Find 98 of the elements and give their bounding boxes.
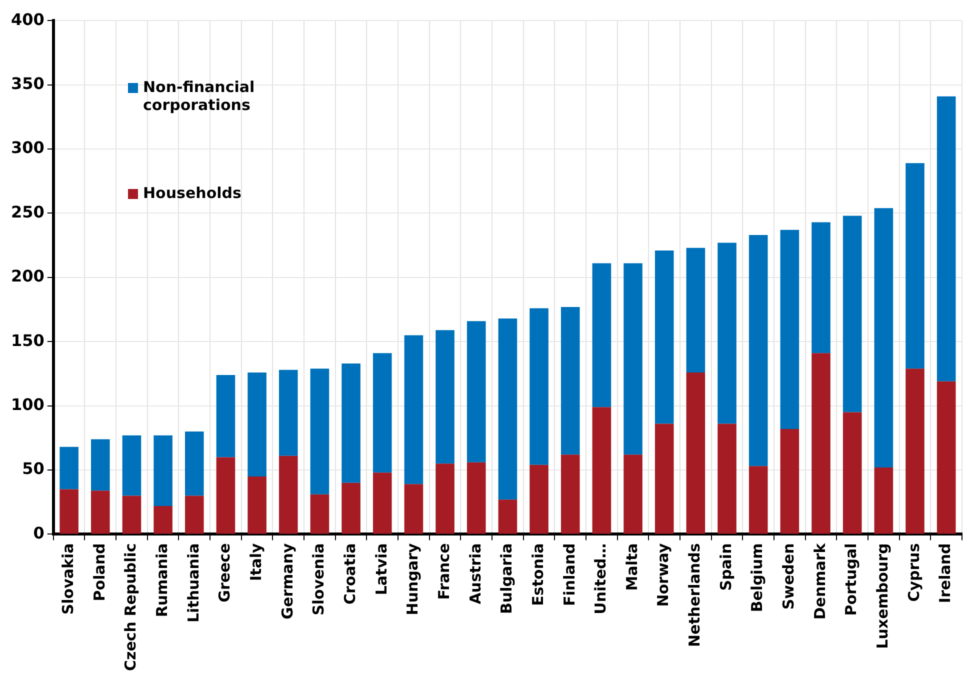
x-tick-label: Lithuania	[184, 543, 202, 623]
y-tick-label: 250	[10, 202, 44, 222]
x-tick-label: United…	[592, 543, 610, 614]
x-tick-label: Croatia	[340, 543, 359, 605]
bar	[624, 454, 642, 534]
bar	[184, 496, 204, 534]
bar	[466, 321, 486, 462]
bar	[686, 372, 706, 534]
y-tick-label: 400	[10, 10, 44, 29]
x-tick-label: Luxembourg	[874, 543, 892, 649]
bar	[248, 476, 266, 534]
y-tick-label: 150	[10, 330, 44, 350]
bar	[310, 494, 330, 534]
y-tick-label: 0	[33, 523, 44, 542]
bar	[718, 242, 736, 424]
legend-label: Non-financial corporations	[143, 78, 256, 114]
bar	[842, 412, 862, 534]
bar	[154, 435, 172, 506]
bar	[718, 424, 736, 534]
bar	[278, 456, 298, 534]
bar	[404, 484, 424, 534]
bar	[248, 372, 266, 476]
bar	[436, 330, 454, 464]
bar	[812, 353, 830, 534]
bar	[436, 464, 454, 534]
bar	[780, 428, 800, 534]
x-tick-label: Spain	[716, 543, 735, 591]
x-tick-label: Austria	[466, 543, 484, 604]
x-tick-label: Slovakia	[58, 543, 77, 615]
bar	[592, 407, 612, 534]
bar	[906, 163, 924, 369]
bar	[530, 308, 548, 465]
bar	[216, 457, 236, 534]
bar	[936, 381, 956, 534]
bar	[874, 467, 894, 534]
bar	[748, 235, 768, 466]
x-tick-label: Belgium	[748, 543, 766, 612]
bar	[154, 506, 172, 534]
bar	[466, 462, 486, 534]
x-tick-label: Czech Republic	[122, 543, 140, 672]
x-tick-label: Germany	[278, 543, 296, 620]
bar	[936, 96, 956, 382]
y-tick-label: 200	[10, 266, 44, 286]
x-tick-label: Poland	[90, 543, 108, 602]
x-tick-label: Denmark	[810, 542, 829, 620]
bar	[122, 496, 142, 534]
y-tick-label: 50	[22, 459, 44, 478]
bar	[278, 370, 298, 456]
bar	[530, 464, 548, 534]
x-tick-label: Ireland	[936, 543, 954, 604]
x-tick-label: Norway	[654, 543, 672, 607]
bar	[60, 446, 78, 490]
bar	[498, 500, 518, 534]
bar	[592, 263, 612, 408]
bar	[654, 424, 674, 534]
bar	[216, 375, 236, 458]
bar	[342, 482, 360, 534]
bar	[404, 335, 424, 484]
bar	[90, 490, 110, 534]
x-tick-label: Malta	[622, 543, 641, 591]
bar	[560, 306, 580, 455]
bar	[90, 439, 110, 491]
bar	[780, 230, 800, 429]
bar	[812, 222, 830, 354]
legend-label: Households	[143, 184, 242, 202]
bar	[686, 248, 706, 372]
bar	[560, 454, 580, 534]
bar	[342, 363, 360, 483]
bar	[874, 208, 894, 468]
x-tick-label: Rumania	[152, 543, 171, 618]
y-tick-label: 100	[10, 394, 44, 414]
x-tick-label: Netherlands	[686, 543, 704, 648]
x-tick-label: Slovenia	[310, 543, 328, 616]
bar	[122, 435, 142, 496]
bar	[184, 432, 204, 496]
bar	[372, 472, 392, 534]
x-tick-label: Finland	[560, 543, 578, 606]
y-tick-label: 350	[10, 74, 44, 93]
x-tick-label: Bulgaria	[498, 543, 516, 614]
bar	[372, 353, 392, 473]
bar	[60, 489, 78, 534]
x-tick-label: Portugal	[842, 543, 860, 616]
bar	[498, 318, 518, 500]
x-tick-label: Cyprus	[904, 543, 923, 602]
bar	[842, 216, 862, 412]
bar	[748, 466, 768, 534]
x-tick-label: Greece	[216, 543, 234, 602]
bar	[906, 368, 924, 534]
x-tick-label: France	[434, 543, 453, 600]
x-tick-label: Estonia	[528, 543, 547, 606]
x-tick-label: Italy	[246, 543, 265, 582]
x-tick-label: Sweden	[780, 543, 798, 610]
y-tick-label: 300	[10, 138, 44, 158]
bar	[310, 368, 330, 494]
x-tick-label: Latvia	[372, 543, 390, 596]
bar	[624, 263, 642, 455]
bar	[654, 250, 674, 424]
x-tick-label: Hungary	[404, 543, 422, 616]
